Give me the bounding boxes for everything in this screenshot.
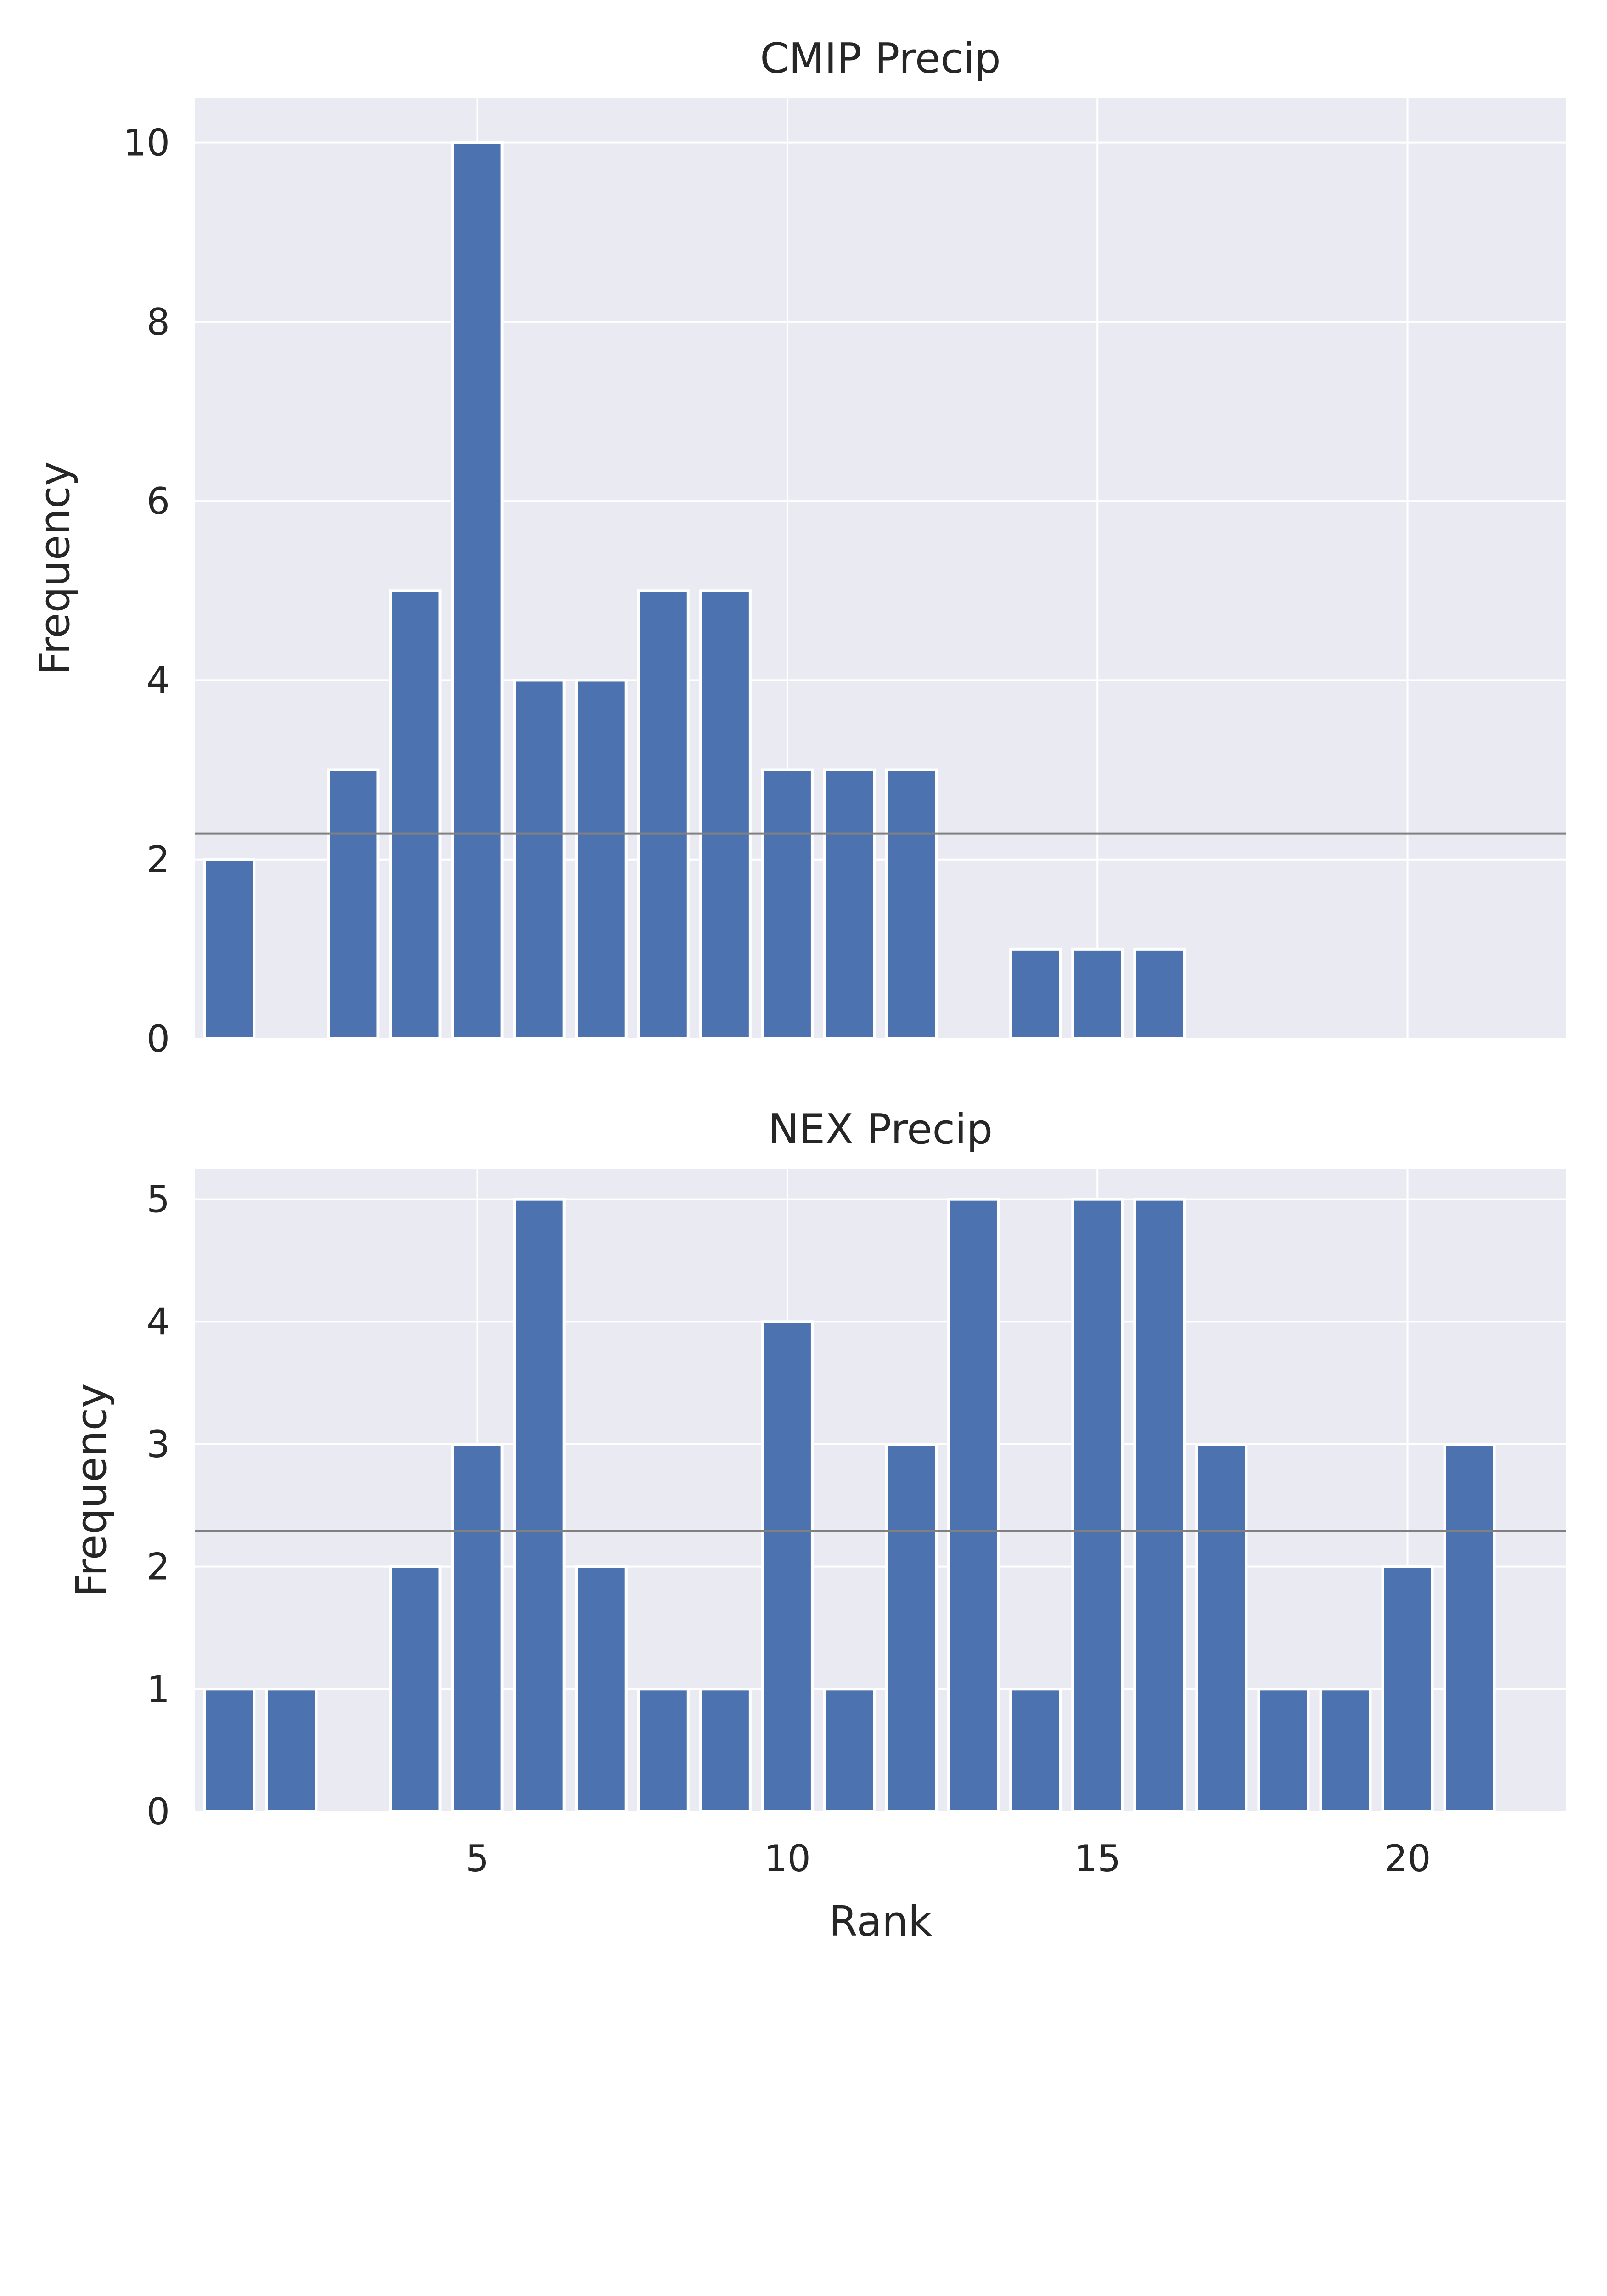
x-axis-label: Rank — [829, 1897, 932, 1946]
cmip-precip-panel: 0 2 4 6 8 10 CMIP Precip Frequency — [31, 34, 1566, 1060]
y-tick-label: 5 — [146, 1178, 170, 1221]
bar-rank-12 — [885, 1443, 938, 1813]
y-tick-label: 2 — [146, 838, 170, 881]
bar-rank-8 — [637, 589, 690, 1041]
bar-rank-13 — [947, 1198, 1000, 1813]
nex-precip-panel: 0 1 2 3 4 5 5 10 15 20 NEX Precip Frequency Rank — [67, 1105, 1566, 1946]
bar-rank-4 — [389, 589, 442, 1041]
bar-rank-1 — [203, 1688, 256, 1813]
bar-rank-9 — [699, 589, 752, 1041]
bar-rank-10 — [761, 1320, 814, 1813]
y-tick-label: 10 — [123, 122, 170, 164]
bar-rank-6 — [513, 1198, 566, 1813]
bar-rank-19 — [1319, 1688, 1372, 1813]
y-tick-label: 6 — [146, 480, 170, 523]
y-tick-label: 0 — [146, 1018, 170, 1060]
bar-rank-17 — [1195, 1443, 1248, 1813]
y-tick-label: 2 — [146, 1546, 170, 1588]
y-tick-label: 3 — [146, 1423, 170, 1466]
y-tick-label: 4 — [146, 659, 170, 702]
bar-rank-10 — [761, 768, 814, 1040]
bar-rank-14 — [1009, 947, 1062, 1041]
bar-rank-7 — [575, 679, 628, 1040]
bars — [203, 1198, 1496, 1813]
y-tick-label: 4 — [146, 1300, 170, 1343]
bar-rank-16 — [1133, 1198, 1186, 1813]
x-tick-label: 5 — [466, 1837, 489, 1880]
bar-rank-12 — [885, 768, 938, 1040]
y-axis-label: Frequency — [31, 461, 79, 675]
bar-rank-4 — [389, 1565, 442, 1813]
bar-rank-21 — [1443, 1443, 1496, 1813]
x-tick-label: 10 — [764, 1837, 811, 1880]
x-tick-label: 15 — [1074, 1837, 1121, 1880]
bar-rank-2 — [265, 1688, 318, 1813]
bar-rank-16 — [1133, 947, 1186, 1041]
bar-rank-7 — [575, 1565, 628, 1813]
bar-rank-8 — [637, 1688, 690, 1813]
chart-title: CMIP Precip — [760, 34, 1001, 83]
bar-rank-15 — [1071, 947, 1124, 1041]
y-tick-label: 1 — [146, 1668, 170, 1711]
y-tick-label: 0 — [146, 1790, 170, 1833]
bar-rank-1 — [203, 858, 256, 1040]
bar-rank-11 — [823, 1688, 876, 1813]
bar-rank-6 — [513, 679, 566, 1040]
x-tick-labels: 5 10 15 20 — [466, 1837, 1431, 1880]
y-tick-labels: 0 2 4 6 8 10 — [123, 122, 170, 1060]
chart-title: NEX Precip — [768, 1105, 993, 1154]
bar-rank-9 — [699, 1688, 752, 1813]
y-axis-label: Frequency — [67, 1384, 116, 1597]
bar-rank-20 — [1381, 1565, 1434, 1813]
bar-rank-5 — [451, 141, 504, 1041]
bars — [203, 141, 1186, 1041]
bar-rank-14 — [1009, 1688, 1062, 1813]
bar-rank-18 — [1257, 1688, 1310, 1813]
bar-rank-5 — [451, 1443, 504, 1813]
y-tick-label: 8 — [146, 301, 170, 343]
bar-rank-11 — [823, 768, 876, 1040]
y-tick-labels: 0 1 2 3 4 5 — [146, 1178, 170, 1833]
bar-rank-15 — [1071, 1198, 1124, 1813]
bar-rank-3 — [327, 768, 380, 1040]
x-tick-label: 20 — [1384, 1837, 1431, 1880]
